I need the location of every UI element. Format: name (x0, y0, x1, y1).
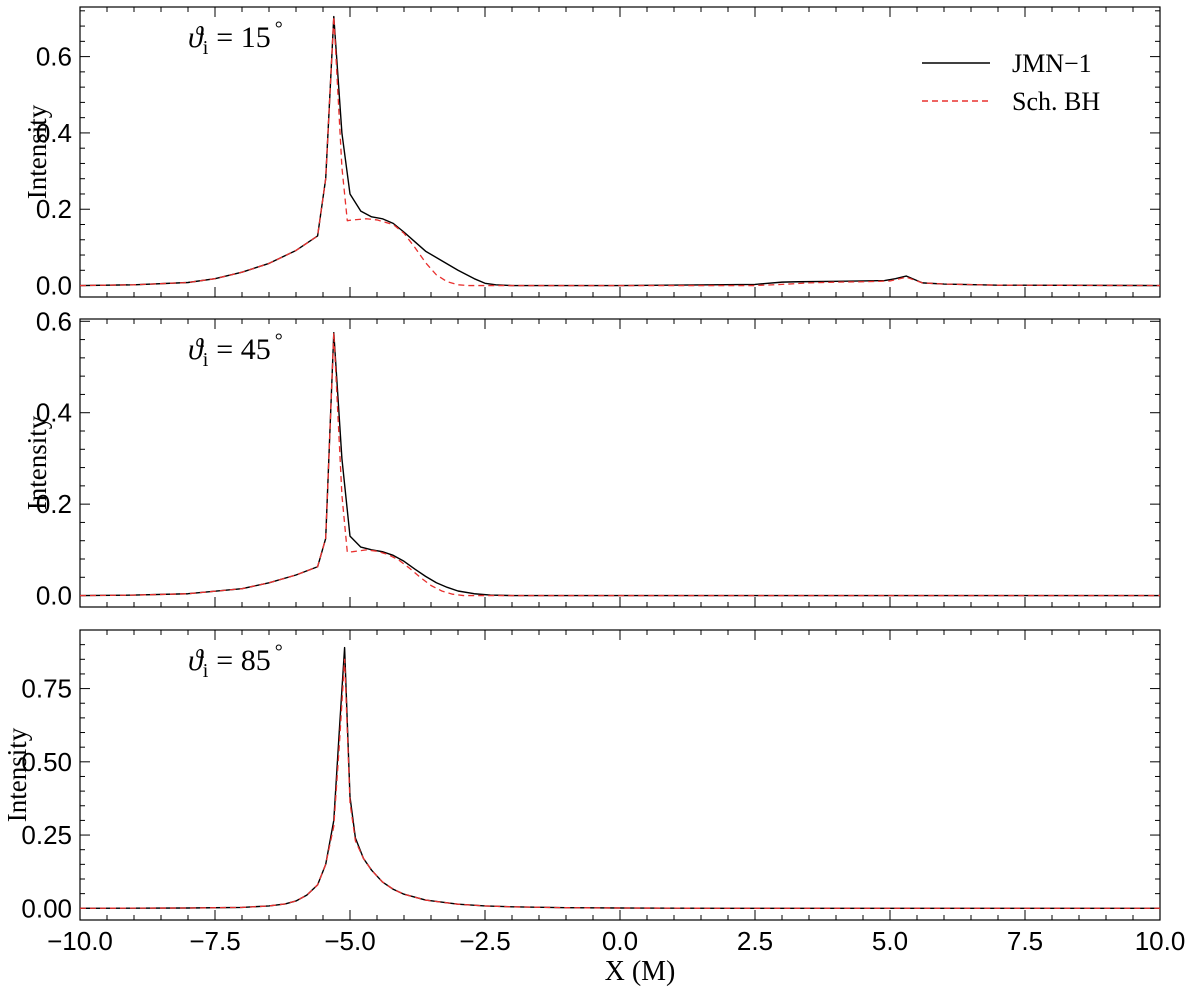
y-axis-title: Intensity (2, 727, 32, 822)
y-axis-title: Intensity (22, 415, 52, 510)
annotation-symbol: ϑ (188, 21, 205, 54)
annotation-value: = 15 (216, 21, 270, 54)
series-line-sch-bh (80, 332, 1160, 597)
legend-label: Sch. BH (1012, 87, 1100, 116)
annotation-degree: ° (275, 641, 283, 663)
y-tick-label: 0.6 (36, 42, 72, 72)
inclination-annotation: ϑi = 85 ° (188, 641, 283, 682)
y-tick-label: 0.6 (36, 306, 72, 336)
x-tick-label: 2.5 (737, 926, 773, 956)
x-tick-label: 0.0 (602, 926, 638, 956)
y-tick-label: 0.2 (36, 489, 72, 519)
series-line-sch-bh (80, 15, 1160, 287)
series-line-sch-bh (80, 658, 1160, 909)
series-line-jmn-1 (80, 332, 1160, 597)
annotation-subscript: i (203, 37, 209, 59)
x-axis-title: X (M) (605, 956, 676, 987)
panel-3: 0.00 0.25 0.50 0.75 Intensity ϑi = 85 ° −10.0 −7.… (2, 629, 1186, 956)
x-tick-label: −7.5 (189, 926, 240, 956)
x-tick-label: 7.5 (1007, 926, 1043, 956)
y-tick-label: 0.0 (36, 271, 72, 301)
x-tick-label: 5.0 (872, 926, 908, 956)
annotation-degree: ° (275, 18, 283, 40)
y-axis-title: Intensity (22, 104, 52, 199)
y-tick-label: 0.4 (36, 398, 72, 428)
x-tick-label: −2.5 (459, 926, 510, 956)
y-tick-label: 0.4 (36, 118, 72, 148)
y-tick-label: 0.00 (21, 893, 72, 923)
series-line-jmn-1 (80, 646, 1160, 909)
y-tick-label: 0.0 (36, 581, 72, 611)
inclination-annotation: ϑi = 15 ° (188, 18, 283, 59)
annotation-symbol: ϑ (188, 644, 205, 677)
annotation-subscript: i (203, 660, 209, 682)
y-tick-label: 0.2 (36, 194, 72, 224)
annotation-value: = 45 (216, 333, 270, 366)
annotation-symbol: ϑ (188, 333, 205, 366)
y-tick-label: 0.75 (21, 674, 72, 704)
x-tick-label: 10.0 (1135, 926, 1186, 956)
annotation-subscript: i (203, 349, 209, 371)
annotation-value: = 85 (216, 644, 270, 677)
y-tick-label: 0.25 (21, 820, 72, 850)
y-tick-label: 0.50 (21, 747, 72, 777)
inclination-annotation: ϑi = 45 ° (188, 330, 283, 371)
x-tick-label: −5.0 (324, 926, 375, 956)
legend: JMN−1 Sch. BH (922, 49, 1100, 116)
series-line-jmn-1 (80, 15, 1160, 287)
legend-label: JMN−1 (1012, 49, 1092, 78)
panel-2: 0.0 0.2 0.4 0.6 Intensity ϑi = 45 ° (22, 306, 1161, 611)
x-tick-label: −10.0 (47, 926, 113, 956)
annotation-degree: ° (275, 330, 283, 352)
panel-1: 0.0 0.2 0.4 0.6 Intensity ϑi = 15 ° JMN−1 Sch. BH (22, 6, 1161, 301)
